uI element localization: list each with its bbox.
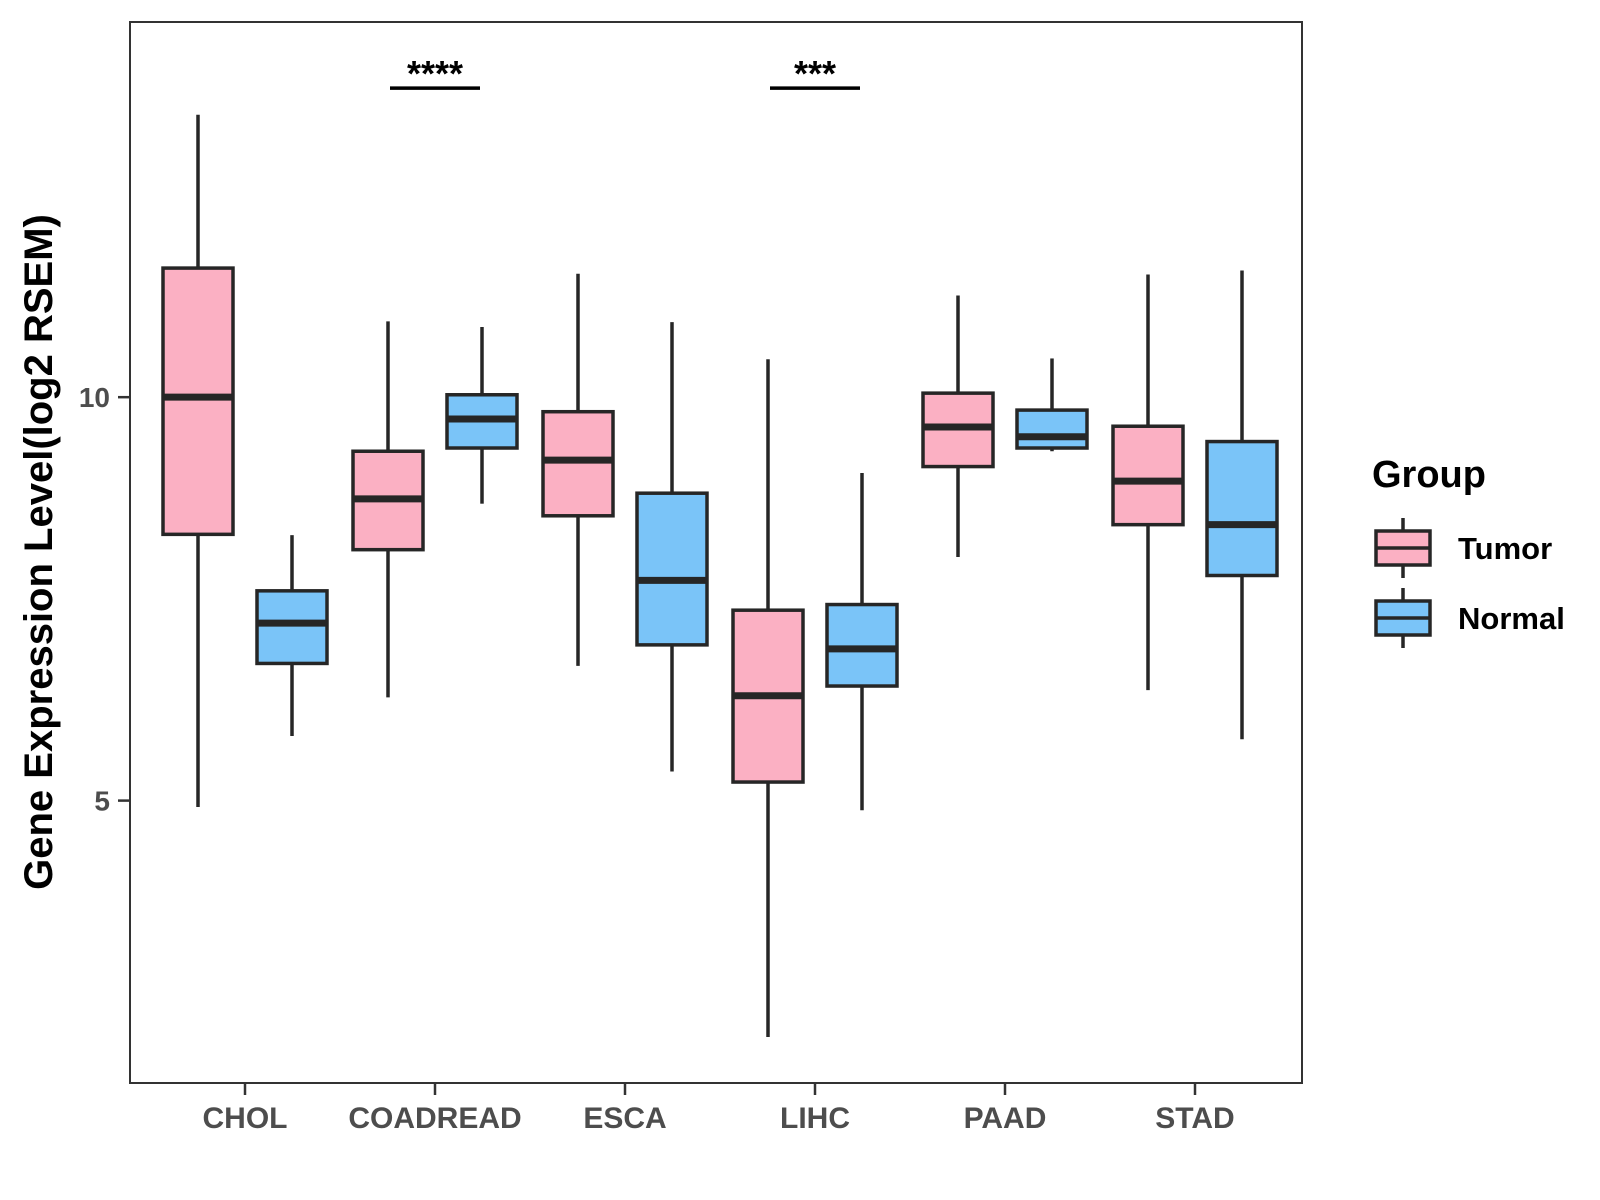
x-tick-label-coadread: COADREAD <box>348 1102 521 1135</box>
x-tick-label-esca: ESCA <box>583 1102 666 1135</box>
box-stad-normal <box>1205 439 1279 578</box>
box-paad-normal <box>1015 408 1089 450</box>
box-group-esca-normal <box>635 322 709 772</box>
legend-title: Group <box>1372 454 1486 496</box>
box-group-lihc-normal <box>825 473 899 811</box>
box-group-esca-tumor <box>541 273 615 666</box>
legend-label-tumor: Tumor <box>1458 531 1552 566</box>
box-lihc-normal <box>825 602 899 688</box>
box-esca-normal <box>635 491 709 647</box>
y-axis-label: Gene Expression Level(log2 RSEM) <box>17 214 61 890</box>
y-tick-label-5: 5 <box>94 786 110 817</box>
plot-panel-border <box>129 21 1303 1084</box>
x-axis: CHOL COADREAD ESCA LIHC PAAD STAD <box>203 1083 1235 1135</box>
significance-label-lihc: *** <box>794 53 836 94</box>
x-tick-label-stad: STAD <box>1155 1102 1234 1135</box>
box-group-chol-normal <box>255 535 329 737</box>
legend-label-normal: Normal <box>1458 601 1565 636</box>
legend-key-normal <box>1374 588 1432 648</box>
box-chol-normal <box>255 589 329 666</box>
legend: Group Tumor Normal <box>1372 454 1565 648</box>
box-group-coadread-tumor <box>351 321 425 698</box>
box-group-stad-normal <box>1205 270 1279 740</box>
legend-key-tumor <box>1374 518 1432 578</box>
box-esca-tumor <box>541 409 615 518</box>
box-group-stad-tumor <box>1111 274 1185 691</box>
box-group-paad-normal <box>1015 358 1089 452</box>
box-stad-tumor <box>1111 424 1185 527</box>
x-tick-label-paad: PAAD <box>964 1102 1047 1135</box>
significance-label-coadread: **** <box>407 53 463 94</box>
significance-layer: **** *** <box>390 53 860 94</box>
box-group-coadread-normal <box>445 326 519 504</box>
y-axis: 5 10 <box>79 382 130 817</box>
boxes-layer <box>161 114 1279 1038</box>
y-tick-label-10: 10 <box>79 382 110 413</box>
box-group-lihc-tumor <box>731 359 805 1038</box>
box-chol-tumor <box>161 266 235 537</box>
x-tick-label-chol: CHOL <box>203 1102 288 1135</box>
x-tick-label-lihc: LIHC <box>780 1102 850 1135</box>
box-group-chol-tumor <box>161 114 235 808</box>
box-group-paad-tumor <box>921 295 995 557</box>
